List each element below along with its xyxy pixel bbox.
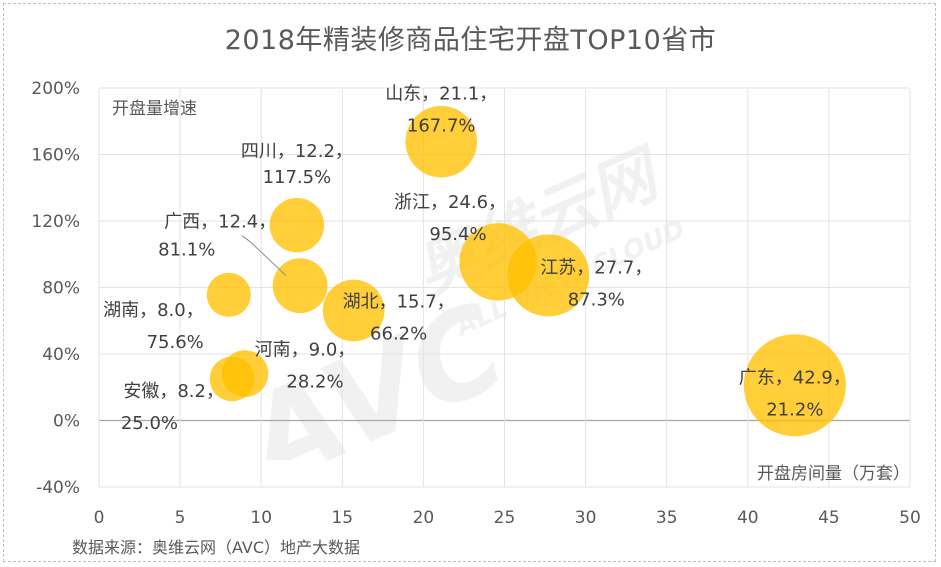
data-label: 21.2% — [766, 399, 823, 420]
y-tick-label: 80% — [42, 279, 80, 299]
data-label: 81.1% — [158, 240, 215, 261]
data-label: 87.3% — [568, 289, 625, 310]
x-tick-label: 15 — [331, 508, 353, 528]
data-label: 湖南，8.0， — [103, 300, 204, 321]
leader-line — [241, 235, 287, 277]
y-tick-label: 120% — [31, 212, 80, 232]
data-label: 167.7% — [407, 116, 476, 137]
bubble — [507, 234, 590, 317]
x-tick-label: 45 — [818, 508, 840, 528]
bubble — [405, 105, 478, 178]
data-label: 江苏，27.7， — [540, 257, 652, 278]
data-label: 安徽，8.2， — [123, 381, 224, 402]
data-label: 河南，9.0， — [255, 340, 356, 361]
x-tick-label: 10 — [250, 508, 272, 528]
data-label: 66.2% — [370, 323, 427, 344]
bubbles — [206, 105, 846, 437]
bubble — [269, 197, 325, 253]
data-label: 95.4% — [429, 224, 486, 245]
bubble — [743, 334, 846, 437]
data-label: 75.6% — [147, 332, 204, 353]
y-axis-label: 开盘量增速 — [112, 99, 197, 119]
x-tick-label: 50 — [899, 508, 921, 528]
x-tick-label: 0 — [94, 508, 105, 528]
data-label: 广东，42.9， — [739, 367, 851, 388]
x-tick-label: 35 — [656, 508, 678, 528]
data-label: 山东，21.1， — [385, 84, 497, 105]
y-tick-label: 40% — [42, 345, 80, 365]
y-tick-label: 160% — [31, 146, 80, 166]
x-tick-label: 30 — [575, 508, 597, 528]
y-tick-label: -40% — [36, 478, 80, 498]
bubble — [209, 356, 255, 402]
data-label: 28.2% — [286, 372, 343, 393]
data-label: 25.0% — [121, 413, 178, 434]
x-tick-label: 40 — [737, 508, 759, 528]
chart-title: 2018年精装修商品住宅开盘TOP10省市 — [224, 25, 717, 56]
axes: -40% 0% 40% 80% 120% 160% 200% 0 5 10 15 20 25 30 35 40… — [31, 79, 920, 528]
x-tick-label: 20 — [413, 508, 435, 528]
data-label: 117.5% — [263, 167, 332, 188]
source-note: 数据来源：奥维云网（AVC）地产大数据 — [72, 538, 361, 557]
x-tick-label: 25 — [494, 508, 516, 528]
x-tick-label: 5 — [175, 508, 186, 528]
bubble — [322, 279, 385, 342]
x-axis-label: 开盘房间量（万套） — [757, 464, 910, 484]
data-label: 浙江，24.6， — [394, 192, 506, 213]
data-labels: 山东，21.1， 167.7% 四川，12.2， 117.5% 广西，12.4， 81.1… — [103, 84, 851, 434]
y-tick-label: 0% — [53, 412, 80, 432]
bubble — [206, 272, 251, 317]
data-label: 广西，12.4， — [164, 212, 276, 233]
bubble — [272, 258, 328, 314]
y-tick-label: 200% — [31, 79, 80, 99]
data-label: 四川，12.2， — [241, 141, 353, 162]
data-label: 湖北，15.7， — [343, 291, 455, 312]
